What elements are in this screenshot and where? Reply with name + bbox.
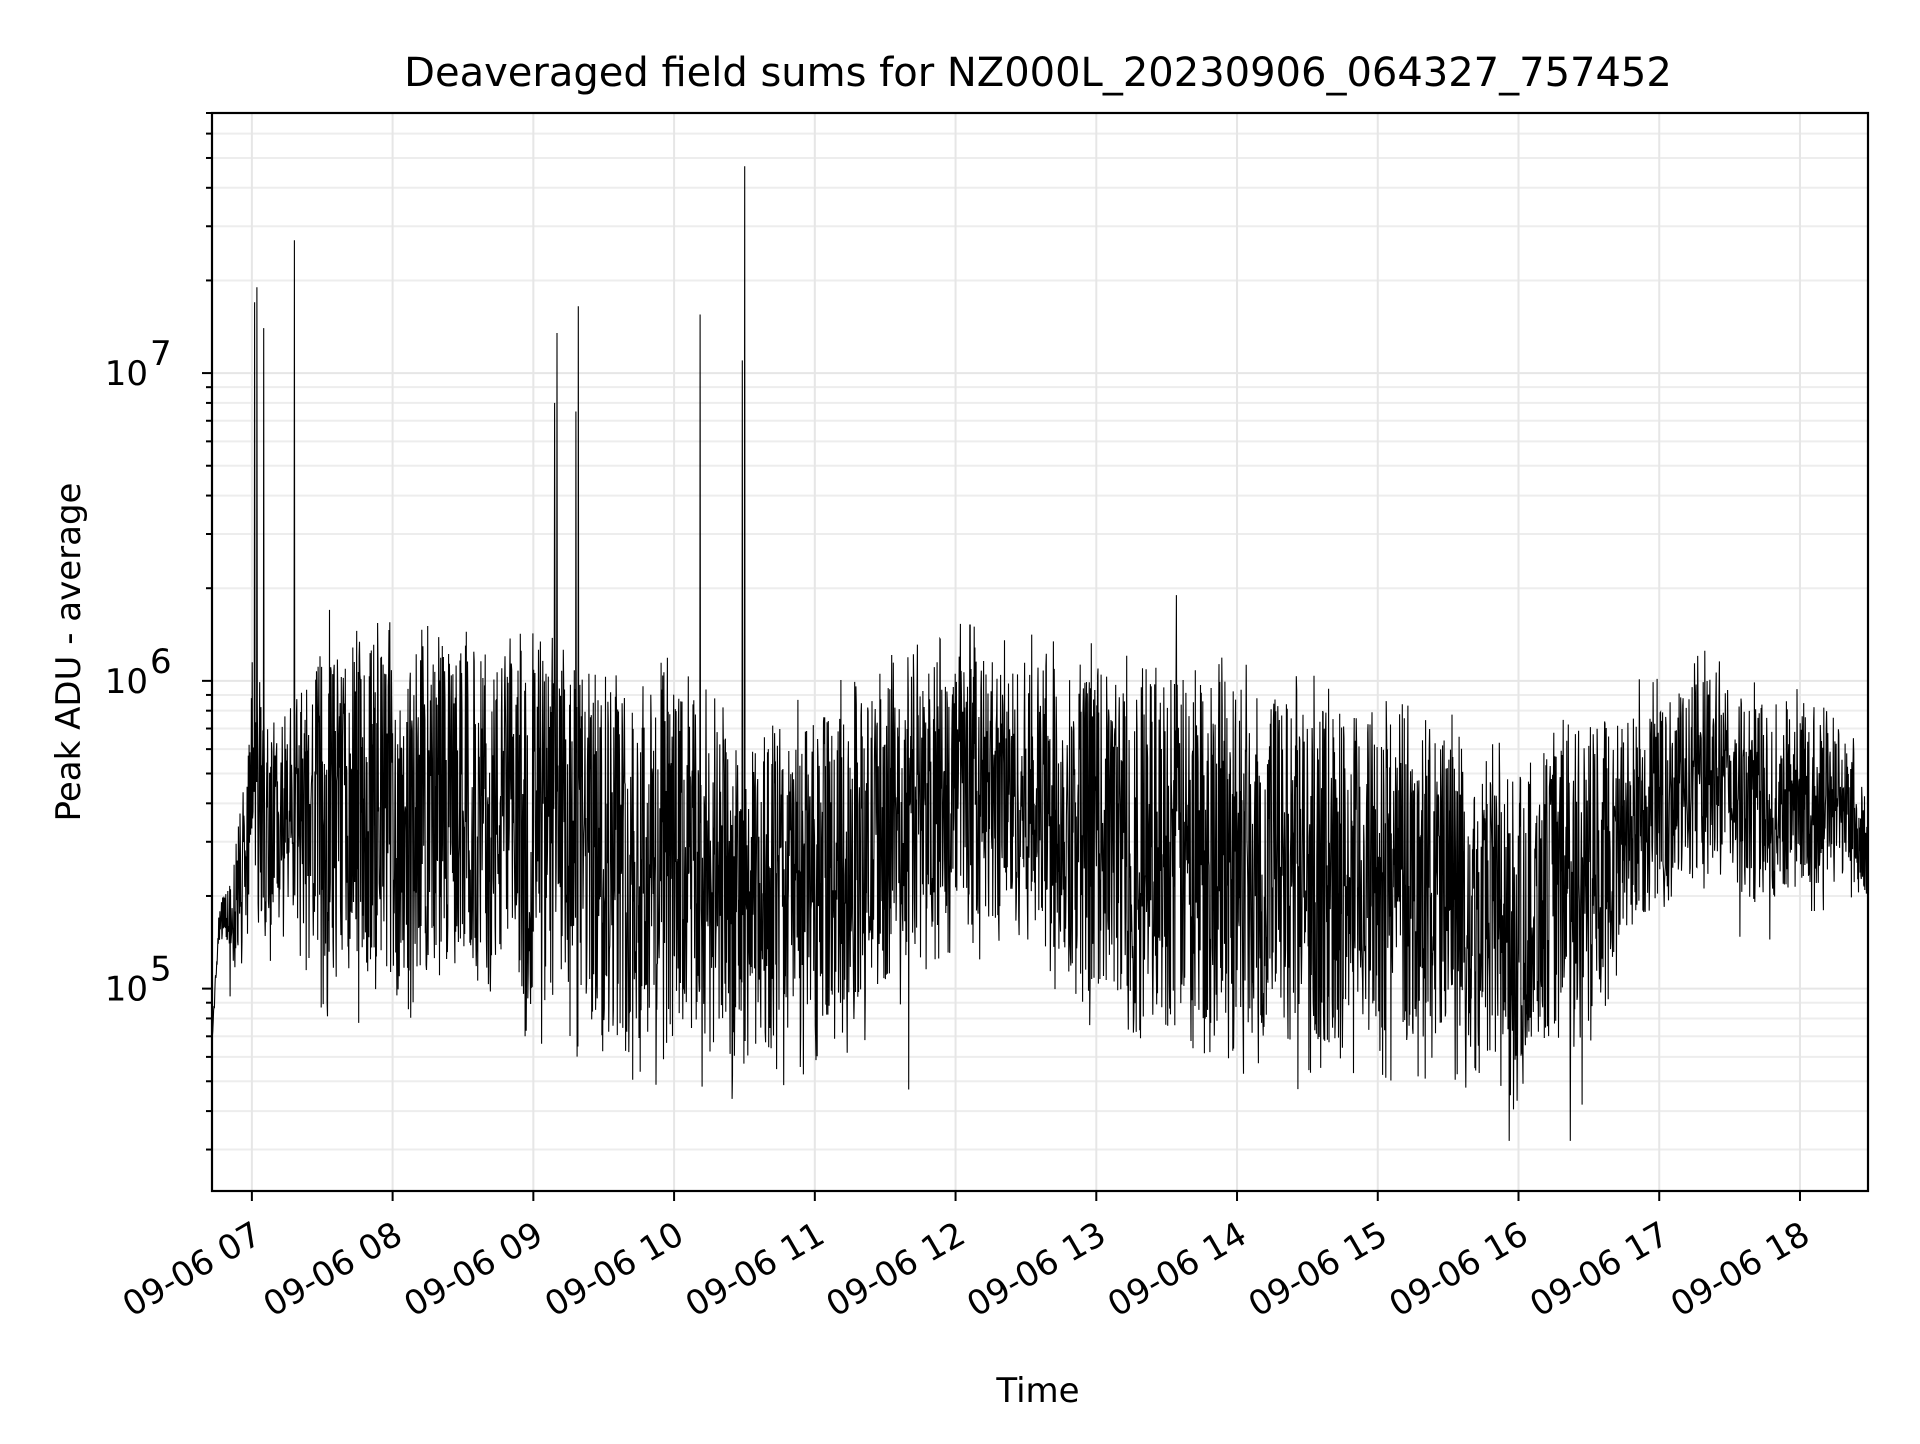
x-tick-label: 09-06 10 (538, 1214, 690, 1325)
y-tick-label: 10 (105, 354, 148, 394)
x-tick-label: 09-06 13 (960, 1214, 1112, 1325)
y-tick-exponent: 7 (150, 334, 172, 374)
x-tick-label: 09-06 17 (1523, 1214, 1675, 1325)
x-tick-label: 09-06 12 (820, 1214, 972, 1325)
x-tick-label: 09-06 09 (397, 1214, 549, 1325)
chart-title: Deaveraged field sums for NZ000L_2023090… (404, 50, 1672, 96)
y-tick-label: 10 (105, 970, 148, 1010)
plot-frame (210, 111, 1870, 1193)
x-tick-label: 09-06 11 (679, 1214, 831, 1325)
x-tick-label: 09-06 08 (257, 1214, 409, 1325)
x-tick-label: 09-06 07 (116, 1214, 268, 1325)
x-tick-label: 09-06 15 (1242, 1214, 1394, 1325)
y-axis-label: Peak ADU - average (49, 483, 89, 822)
y-tick-label: 10 (105, 662, 148, 702)
y-tick-exponent: 5 (150, 950, 172, 990)
series (211, 166, 1869, 1141)
x-axis-label: Time (995, 1371, 1079, 1411)
grid (212, 112, 1868, 1191)
series-line (211, 166, 1869, 1141)
x-tick-label: 09-06 16 (1383, 1214, 1535, 1325)
y-tick-exponent: 6 (150, 642, 172, 682)
x-tick-label: 09-06 14 (1101, 1214, 1253, 1325)
x-tick-label: 09-06 18 (1664, 1214, 1816, 1325)
